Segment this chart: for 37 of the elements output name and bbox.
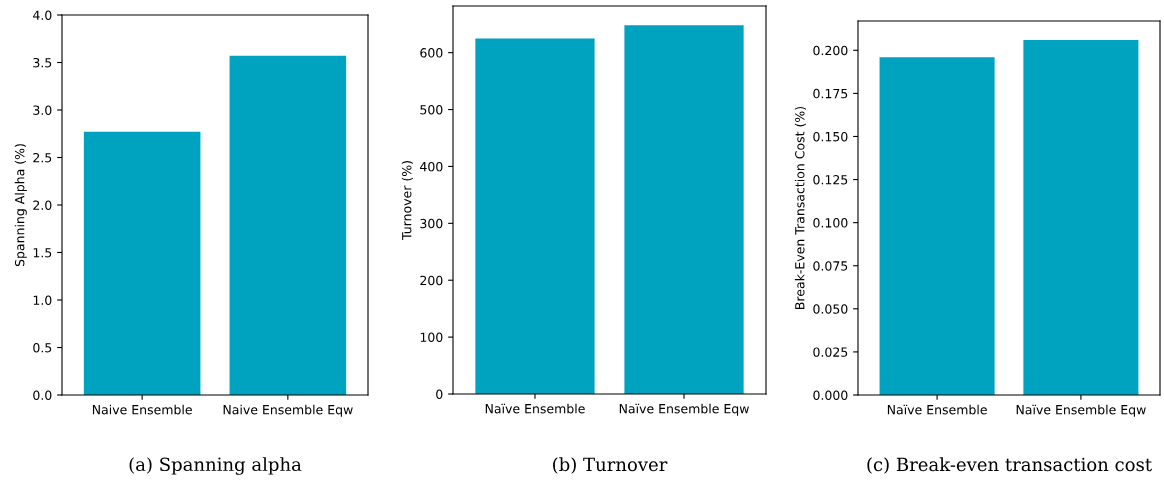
text: (c) Break-even transaction cost (867, 457, 1152, 474)
y-tick-label: 0.100 (813, 218, 848, 228)
text: (a) Spanning alpha (129, 457, 302, 475)
y-tick-label: 0.125 (813, 175, 848, 185)
y-tick-label: 1.0 (33, 295, 52, 305)
y-tick-label: 0.025 (813, 347, 848, 357)
x-tick-label: Naïve Ensemble (887, 404, 987, 415)
y-tick-label: 0.000 (813, 390, 848, 400)
x-tick-label: Naive Ensemble Eqw (223, 404, 353, 417)
y-tick-label: 500 (420, 105, 443, 115)
y-tick-label: 0.175 (813, 88, 848, 99)
y-tick-label: 0.0 (33, 390, 52, 400)
y-tick-label: 600 (420, 48, 443, 58)
text: (b) Turnover (553, 457, 668, 474)
y-tick-label: 300 (420, 218, 443, 229)
y-axis-title: Break-Even Transaction Cost (%) (794, 106, 806, 309)
y-tick-label: 2.0 (33, 200, 52, 210)
y-tick-label: 4.0 (33, 10, 52, 20)
y-axis-title: Spanning Alpha (%) (14, 144, 27, 267)
y-tick-label: 100 (420, 332, 443, 343)
x-tick-label: Naive Ensemble (92, 404, 192, 415)
y-tick-label: 0.075 (813, 261, 848, 271)
y-tick-label: 3.5 (33, 57, 52, 68)
y-tick-label: 0 (436, 389, 443, 399)
x-tick-label: Naïve Ensemble (485, 403, 585, 414)
x-tick-label: Naïve Ensemble Eqw (619, 403, 749, 416)
y-tick-label: 0.5 (33, 342, 52, 353)
y-tick-label: 1.5 (33, 248, 52, 258)
y-tick-label: 400 (420, 161, 443, 172)
x-tick-label: Naïve Ensemble Eqw (1016, 404, 1146, 417)
y-tick-label: 0.200 (813, 45, 848, 56)
y-tick-label: 200 (420, 275, 443, 286)
y-tick-label: 0.150 (813, 131, 848, 142)
y-tick-label: 2.5 (33, 152, 52, 163)
y-tick-label: 3.0 (33, 105, 52, 115)
y-axis-title: Turnover (%) (401, 161, 413, 241)
y-tick-label: 0.050 (813, 304, 848, 314)
